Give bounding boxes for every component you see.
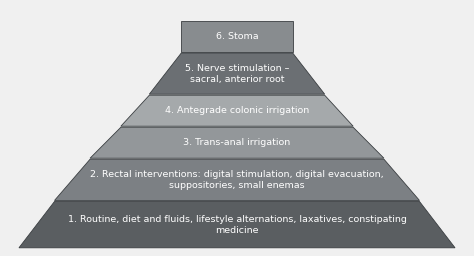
Polygon shape <box>121 95 353 126</box>
Text: 4. Antegrade colonic irrigation: 4. Antegrade colonic irrigation <box>165 106 309 115</box>
Polygon shape <box>149 53 325 94</box>
Polygon shape <box>55 159 419 200</box>
Text: 6. Stoma: 6. Stoma <box>216 32 258 41</box>
Text: 1. Routine, diet and fluids, lifestyle alternations, laxatives, constipating
med: 1. Routine, diet and fluids, lifestyle a… <box>68 215 406 235</box>
Polygon shape <box>181 21 292 52</box>
Polygon shape <box>19 201 455 248</box>
Text: 5. Nerve stimulation –
sacral, anterior root: 5. Nerve stimulation – sacral, anterior … <box>185 63 289 84</box>
Text: 2. Rectal interventions: digital stimulation, digital evacuation,
suppositories,: 2. Rectal interventions: digital stimula… <box>90 170 384 190</box>
Polygon shape <box>90 127 384 158</box>
Text: 3. Trans-anal irrigation: 3. Trans-anal irrigation <box>183 138 291 147</box>
